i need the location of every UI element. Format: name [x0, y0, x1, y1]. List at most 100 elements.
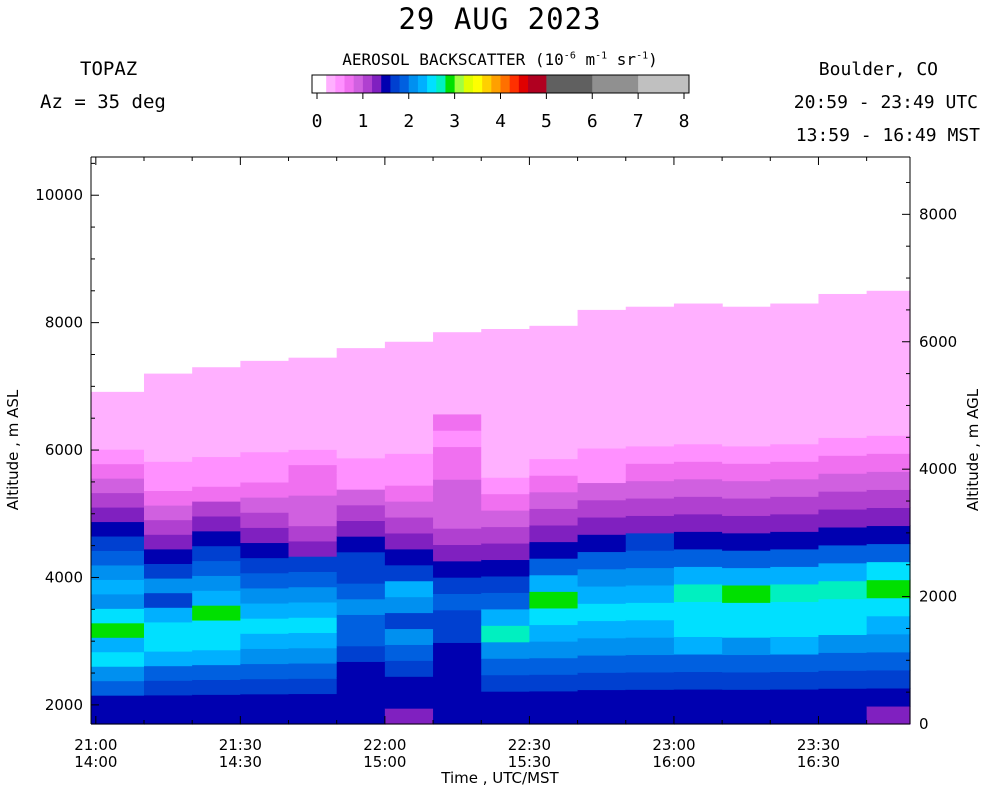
- heatmap-cell: [433, 397, 482, 415]
- heatmap-cell: [192, 694, 241, 710]
- heatmap-cell: [336, 645, 386, 662]
- heatmap-cell: [673, 636, 723, 655]
- heatmap-cell: [240, 572, 290, 589]
- colorbar-swatch: [509, 75, 520, 93]
- heatmap-cell: [433, 544, 482, 562]
- heatmap-cell: [240, 557, 290, 574]
- heatmap-cell: [625, 584, 675, 603]
- heatmap-cell: [673, 303, 723, 322]
- colorbar-swatch: [482, 75, 492, 93]
- heatmap-cell: [818, 616, 868, 636]
- heatmap-cell: [288, 388, 338, 405]
- heatmap-cell: [673, 671, 723, 690]
- heatmap-cell: [625, 515, 675, 534]
- heatmap-cell: [625, 428, 675, 447]
- colorbar-swatch: [528, 75, 547, 93]
- heatmap-cell: [288, 708, 338, 725]
- heatmap-cell: [143, 519, 193, 535]
- heatmap-cell: [722, 602, 771, 621]
- heatmap-cell: [240, 512, 290, 528]
- heatmap-cell: [673, 513, 723, 532]
- heatmap-cell: [384, 341, 434, 359]
- heatmap-cell: [481, 707, 531, 725]
- heatmap-cell: [192, 382, 241, 398]
- colorbar-title: AEROSOL BACKSCATTER (10-6 m-1 sr-1): [342, 50, 658, 69]
- heatmap-cell: [577, 534, 627, 553]
- heatmap-cell: [288, 433, 338, 450]
- heatmap-cell: [625, 393, 675, 412]
- heatmap-cell: [866, 633, 911, 653]
- heatmap-cell: [240, 678, 290, 695]
- heatmap-cell: [143, 563, 193, 579]
- colorbar-tick-label: 7: [633, 111, 644, 132]
- heatmap-cell: [722, 532, 771, 551]
- y-tick-label-left: 4000: [45, 568, 83, 586]
- y-tick-label-left: 2000: [45, 696, 83, 714]
- heatmap-cell: [336, 520, 386, 537]
- x-tick-label-utc: 22:30: [508, 736, 551, 754]
- heatmap-column: [673, 303, 723, 725]
- heatmap-cell: [529, 674, 579, 692]
- heatmap-cell: [192, 441, 241, 458]
- heatmap-cell: [770, 356, 820, 375]
- heatmap-cell: [625, 358, 675, 377]
- heatmap-cell: [192, 590, 241, 606]
- heatmap-cell: [529, 607, 579, 626]
- heatmap-cell: [625, 463, 675, 482]
- heatmap-cell: [91, 579, 145, 595]
- colorbar-swatch: [592, 75, 639, 93]
- heatmap-cell: [625, 550, 675, 569]
- heatmap-cell: [673, 653, 723, 673]
- heatmap-cell: [770, 531, 820, 550]
- heatmap-cell: [625, 654, 675, 673]
- heatmap-cell: [91, 535, 145, 551]
- y-tick-label-right: 6000: [919, 333, 957, 351]
- heatmap-column: [240, 360, 290, 725]
- heatmap-cell: [192, 709, 241, 725]
- heatmap-cell: [577, 396, 627, 415]
- heatmap-cell: [481, 625, 531, 643]
- heatmap-cell: [625, 376, 675, 395]
- heatmap-cell: [625, 689, 675, 708]
- heatmap-cell: [529, 508, 579, 526]
- heatmap-cell: [818, 383, 868, 403]
- heatmap-cell: [433, 381, 482, 399]
- heatmap-column: [818, 293, 868, 725]
- colorbar-tick-label: 3: [449, 111, 460, 132]
- heatmap-cell: [192, 501, 241, 517]
- heatmap-cell: [673, 548, 723, 567]
- colorbar-tick-label: 0: [312, 111, 323, 132]
- heatmap-cell: [770, 653, 820, 673]
- heatmap-cell: [577, 327, 627, 346]
- heatmap-cell: [288, 525, 338, 542]
- heatmap-cell: [143, 709, 193, 725]
- heatmap-cell: [673, 618, 723, 638]
- heatmap-cell: [673, 391, 723, 410]
- heatmap-cell: [240, 375, 290, 392]
- heatmap-cell: [673, 478, 723, 497]
- heatmap-cell: [673, 321, 723, 340]
- heatmap-cell: [288, 571, 338, 588]
- heatmap-cell: [192, 560, 241, 576]
- heatmap-cell: [240, 618, 290, 634]
- heatmap-cell: [384, 676, 434, 693]
- heatmap-cell: [529, 441, 579, 460]
- heatmap-cell: [577, 309, 627, 328]
- heatmap-cell: [866, 344, 911, 364]
- heatmap-cell: [866, 543, 911, 563]
- heatmap-cell: [577, 465, 627, 484]
- heatmap-cell: [481, 510, 531, 528]
- heatmap-cell: [866, 507, 911, 527]
- heatmap-cell: [866, 651, 911, 671]
- heatmap-cell: [866, 362, 911, 382]
- heatmap-cell: [770, 566, 820, 585]
- heatmap-cell: [481, 460, 531, 478]
- heatmap-cell: [192, 515, 241, 532]
- heatmap-cell: [433, 642, 482, 660]
- heatmap-cell: [722, 497, 771, 516]
- heatmap-cell: [192, 649, 241, 666]
- heatmap-cell: [288, 479, 338, 496]
- heatmap-cell: [866, 525, 911, 545]
- utc-time-range: 20:59 - 23:49 UTC: [793, 92, 978, 113]
